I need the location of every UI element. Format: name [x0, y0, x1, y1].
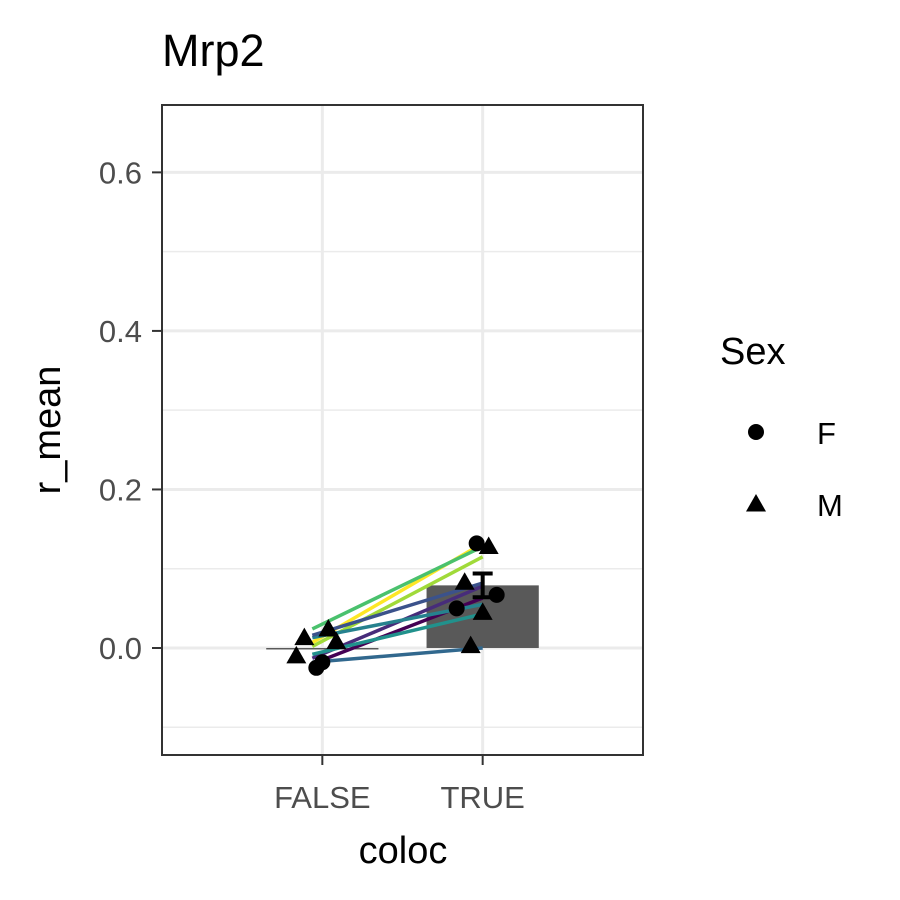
point-male — [286, 645, 307, 664]
legend: Sex FM — [720, 331, 843, 523]
pair-line — [311, 581, 484, 637]
axis-layer: 0.0 0.2 0.4 0.6 FALSE TRUE — [99, 155, 525, 815]
legend-label: F — [817, 416, 836, 451]
x-axis-title: coloc — [359, 830, 448, 872]
errorbar-layer — [472, 571, 493, 600]
x-tick-label: FALSE — [274, 780, 371, 815]
y-tick-label: 0.0 — [99, 631, 142, 666]
point-female — [468, 535, 485, 552]
x-tick-label: TRUE — [440, 780, 524, 815]
panel-border — [161, 104, 644, 756]
pair-line — [311, 544, 484, 631]
point-male — [454, 572, 475, 590]
point-male — [460, 635, 481, 654]
chart-title: Mrp2 — [162, 25, 265, 76]
grid-layer — [162, 105, 643, 755]
y-tick-label: 0.6 — [99, 155, 142, 190]
point-female — [448, 600, 465, 617]
point-male — [318, 618, 339, 637]
point-male — [294, 627, 315, 646]
bar — [266, 647, 379, 650]
pair-line — [312, 646, 483, 664]
legend-title: Sex — [720, 331, 785, 373]
point-male — [478, 536, 499, 555]
y-axis-title: r_mean — [27, 366, 69, 495]
legend-key-triangle — [746, 494, 766, 512]
y-tick-label: 0.4 — [99, 314, 142, 349]
y-tick-label: 0.2 — [99, 472, 142, 507]
legend-label: M — [817, 488, 843, 523]
point-layer — [286, 535, 505, 676]
point-male — [326, 631, 347, 650]
point-female — [314, 654, 331, 671]
legend-key-circle — [748, 424, 764, 440]
legend-entries: FM — [746, 416, 843, 523]
point-female — [488, 586, 505, 603]
point-male — [472, 602, 493, 620]
